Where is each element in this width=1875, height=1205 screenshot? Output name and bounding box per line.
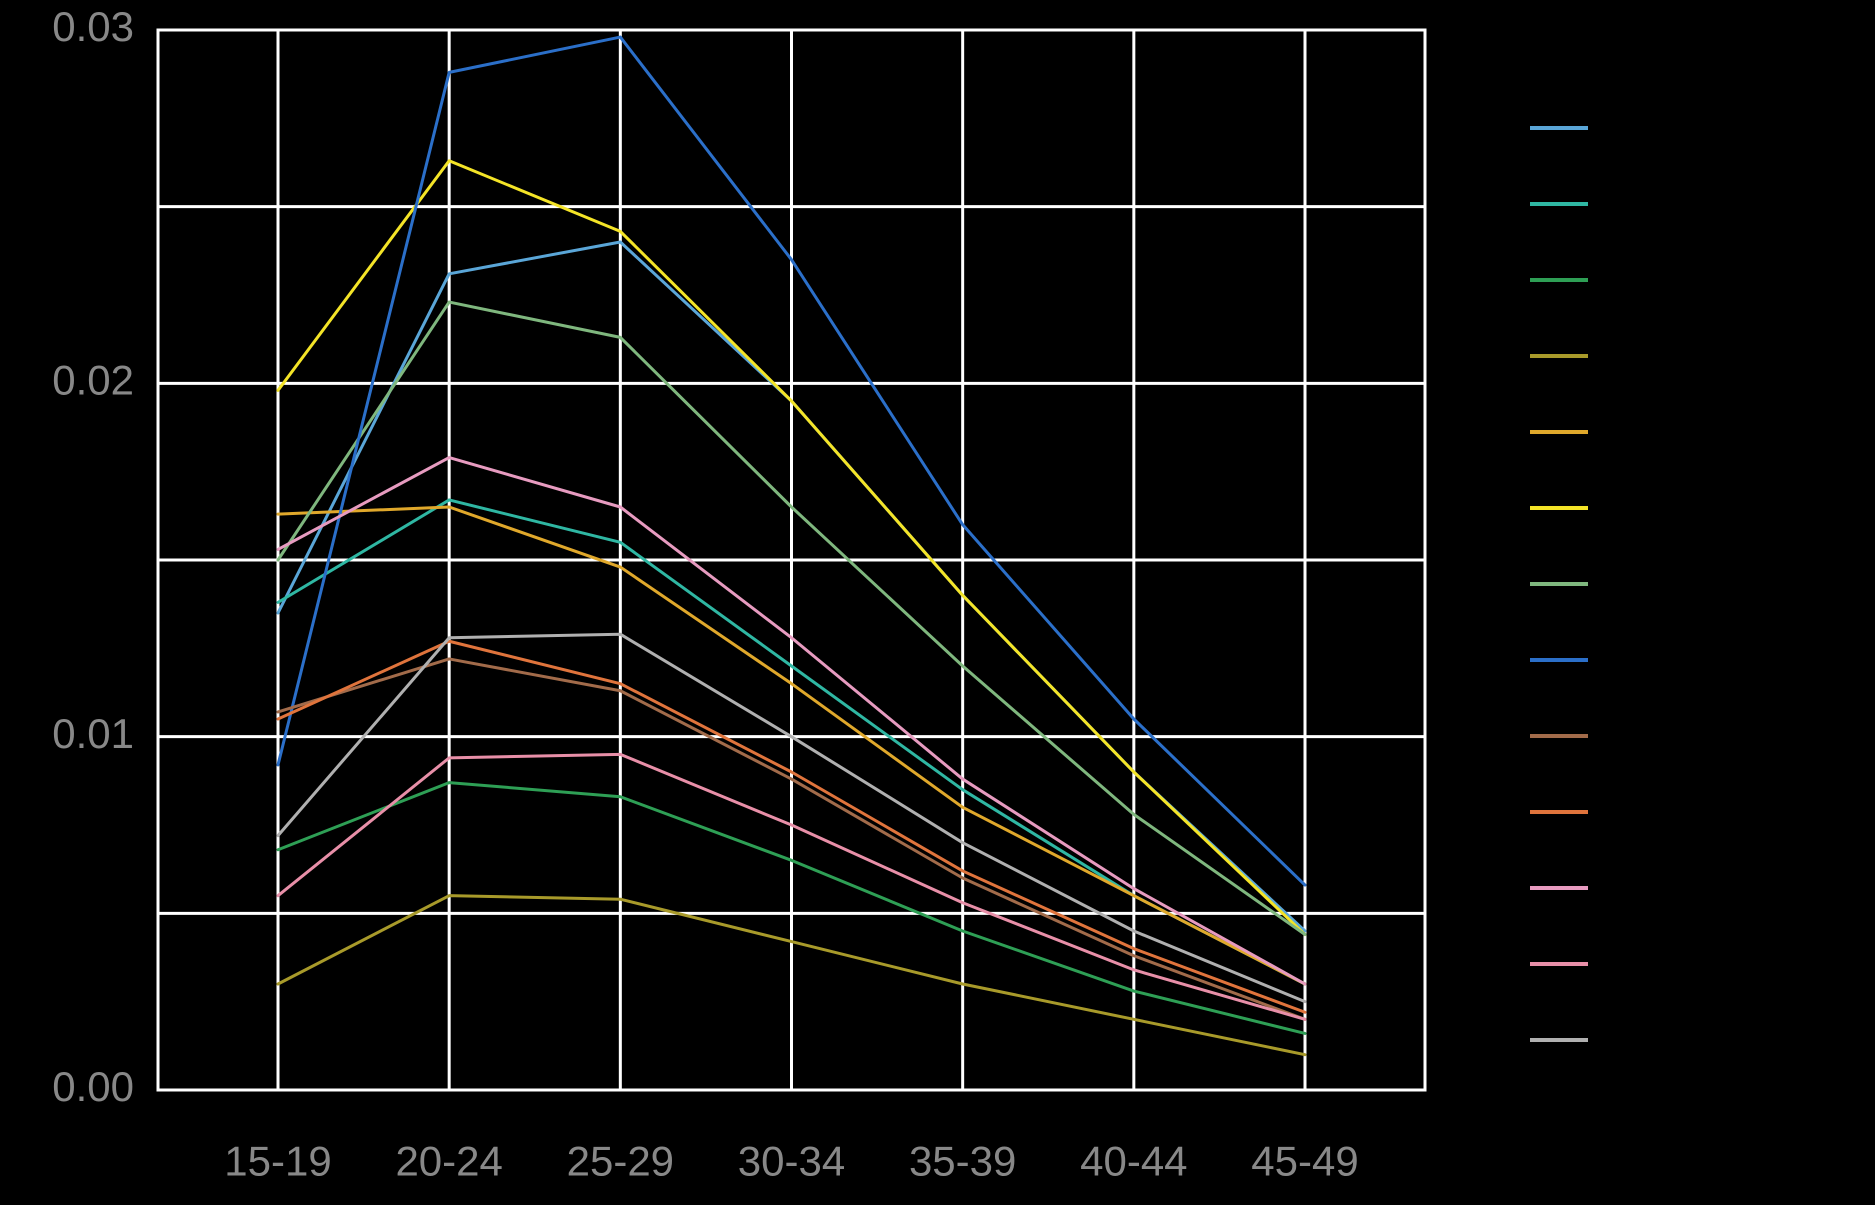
y-tick-label: 0.03 <box>52 3 134 50</box>
y-tick-label: 0.02 <box>52 356 134 403</box>
x-tick-label: 30-34 <box>738 1137 845 1184</box>
x-tick-label: 15-19 <box>224 1137 331 1184</box>
x-tick-label: 20-24 <box>395 1137 502 1184</box>
line-chart: 0.00 0.01 0.02 0.03 15-19 20-24 25-29 30-34 35-3… <box>0 0 1875 1200</box>
y-tick-label: 0.00 <box>52 1063 134 1110</box>
chart-svg: 0.00 0.01 0.02 0.03 15-19 20-24 25-29 30-34 35-3… <box>0 0 1875 1200</box>
x-tick-label: 45-49 <box>1251 1137 1358 1184</box>
x-tick-label: 35-39 <box>909 1137 1016 1184</box>
y-tick-label: 0.01 <box>52 710 134 757</box>
x-tick-label: 40-44 <box>1080 1137 1187 1184</box>
x-tick-label: 25-29 <box>567 1137 674 1184</box>
